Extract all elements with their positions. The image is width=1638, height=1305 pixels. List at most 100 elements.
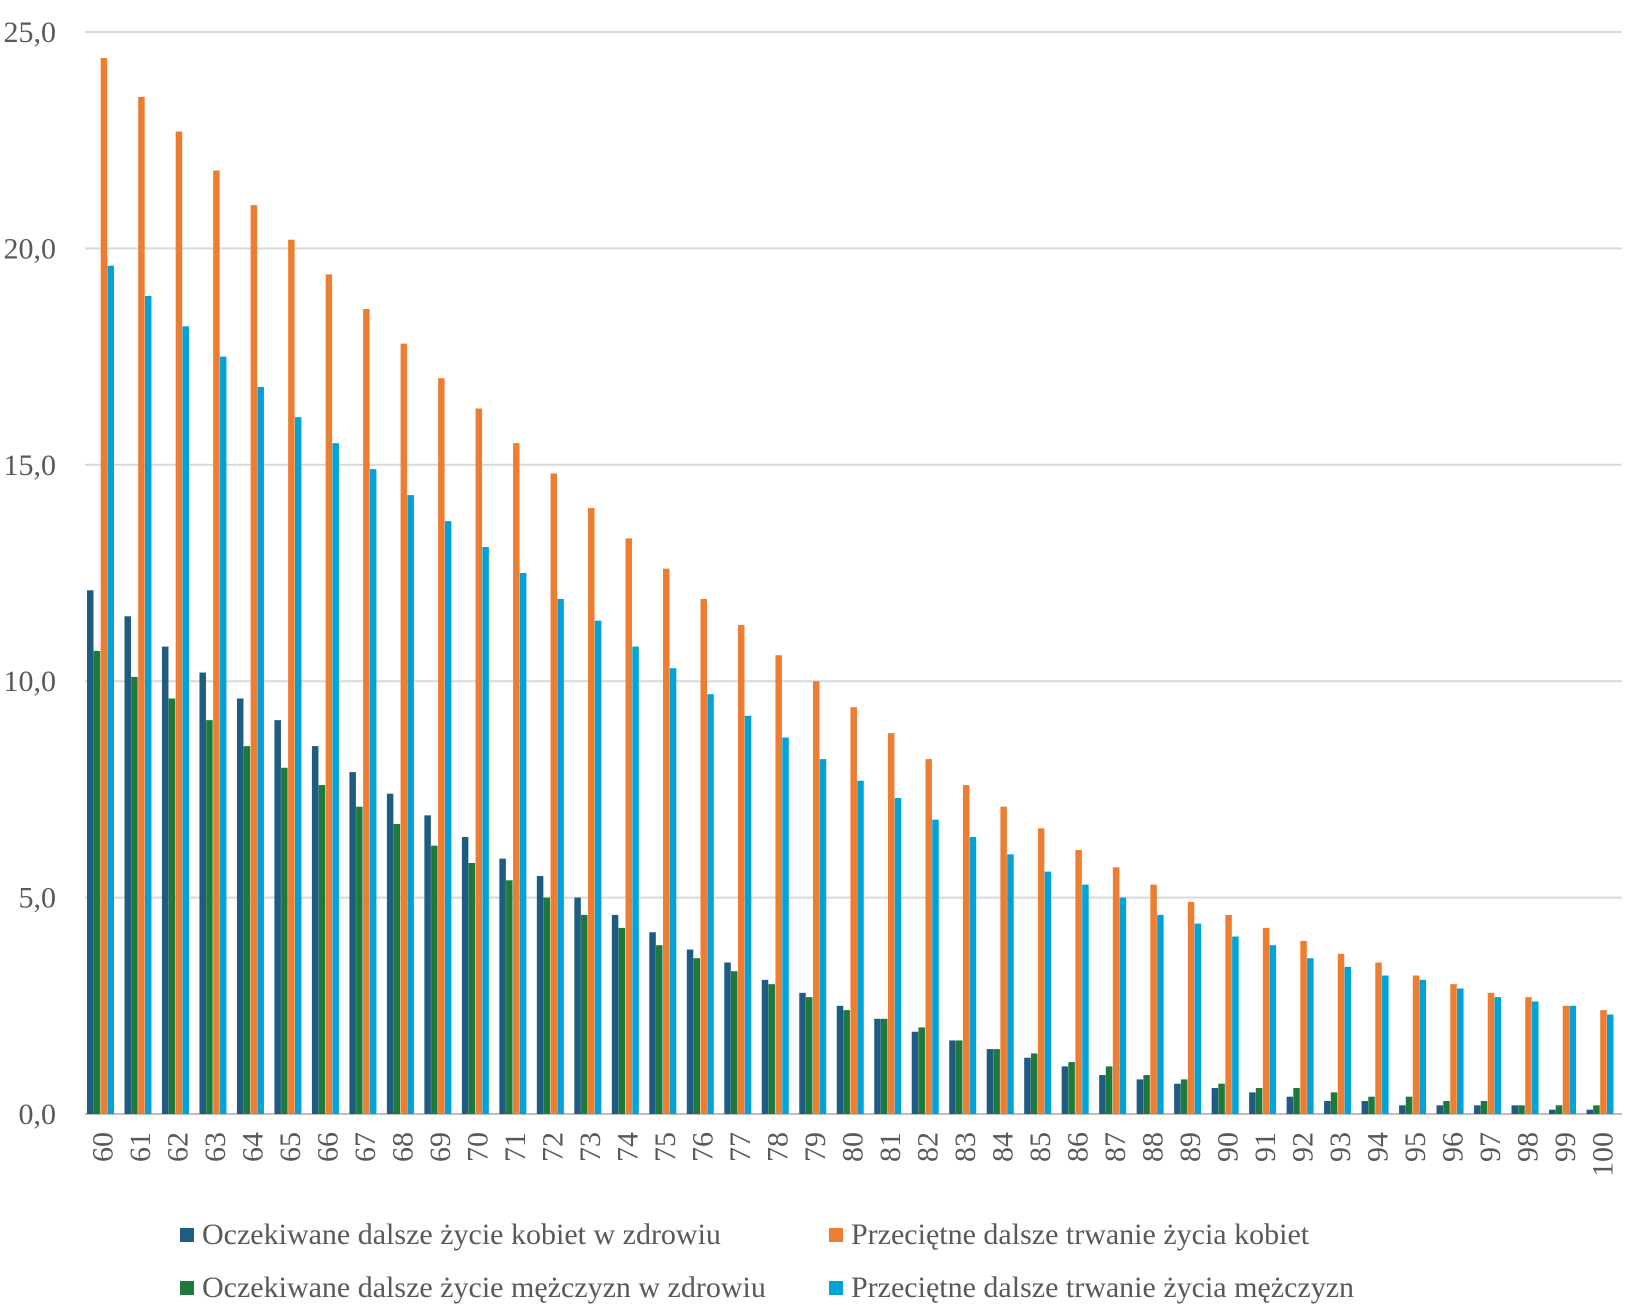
bar-series-1-89: [1174, 1083, 1181, 1114]
bar-series-4-76: [707, 694, 714, 1114]
bar-series-3-93: [1337, 953, 1345, 1114]
bar-series-2-99: [1555, 1105, 1563, 1114]
bar-series-1-78: [761, 979, 769, 1114]
bar-series-4-62: [182, 326, 189, 1114]
x-tick-label: 93: [1324, 1132, 1357, 1162]
y-axis-tick-labels: 0,0 5,0 10,0 15,0 20,0 25,0: [4, 16, 57, 1131]
x-tick-label: 60: [87, 1132, 120, 1162]
x-tick-label: 81: [874, 1132, 907, 1162]
x-tick-label: 85: [1024, 1132, 1057, 1162]
x-tick-label: 68: [387, 1132, 420, 1162]
x-tick-label: 64: [237, 1132, 270, 1162]
bar-series-4-65: [294, 417, 302, 1114]
bar-series-2-70: [468, 862, 476, 1114]
y-tick-label: 10,0: [4, 665, 57, 698]
bar-series-1-73: [574, 897, 581, 1114]
bar-series-1-99: [1549, 1109, 1556, 1114]
bar-series-2-84: [993, 1049, 1000, 1114]
x-tick-label: 76: [687, 1132, 720, 1162]
bar-series-2-80: [843, 1010, 850, 1114]
bar-series-3-63: [213, 170, 220, 1114]
x-tick-label: 86: [1061, 1132, 1094, 1162]
x-tick-label: 83: [949, 1132, 982, 1162]
bar-series-4-61: [144, 296, 152, 1114]
bar-series-3-74: [625, 538, 633, 1114]
bar-series-2-67: [356, 806, 363, 1114]
x-tick-label: 61: [124, 1132, 157, 1162]
y-tick-label: 15,0: [4, 449, 57, 482]
bar-series-1-67: [349, 772, 356, 1114]
bar-series-2-81: [880, 1018, 888, 1114]
bar-series-3-64: [250, 205, 258, 1114]
bar-series-4-86: [1082, 884, 1089, 1114]
x-tick-label: 97: [1474, 1132, 1507, 1162]
bar-series-3-67: [363, 308, 370, 1114]
bar-series-4-94: [1382, 975, 1389, 1114]
bar-series-1-61: [124, 616, 131, 1114]
bar-series-4-74: [632, 646, 639, 1114]
bar-series-3-66: [325, 274, 333, 1114]
bar-series-2-97: [1480, 1101, 1488, 1114]
bar-series-1-98: [1511, 1105, 1519, 1114]
bar-series-4-72: [557, 598, 564, 1114]
bar-series-2-74: [618, 927, 626, 1114]
bar-series-1-75: [649, 932, 656, 1114]
bar-series-3-78: [775, 655, 782, 1114]
bar-series-3-71: [513, 443, 520, 1114]
x-tick-label: 95: [1399, 1132, 1432, 1162]
x-tick-label: 74: [612, 1132, 645, 1162]
bar-series-1-68: [386, 793, 394, 1114]
bar-series-3-85: [1037, 828, 1045, 1114]
bar-series-3-61: [138, 96, 145, 1115]
bar-series-4-67: [369, 469, 377, 1114]
bar-series-3-100: [1600, 1010, 1607, 1114]
bar-series-2-62: [168, 698, 176, 1114]
bar-series-2-73: [581, 914, 588, 1114]
bar-series-1-94: [1361, 1101, 1369, 1114]
bar-series-1-90: [1211, 1088, 1219, 1114]
bar-series-2-60: [93, 650, 101, 1114]
x-tick-label: 62: [162, 1132, 195, 1162]
x-tick-label: 84: [986, 1132, 1019, 1162]
bar-series-2-85: [1030, 1053, 1038, 1114]
x-tick-label: 80: [837, 1132, 870, 1162]
bar-series-2-92: [1293, 1088, 1300, 1114]
bar-series-3-62: [175, 131, 183, 1115]
x-tick-label: 70: [462, 1132, 495, 1162]
bar-series-4-79: [819, 759, 827, 1114]
bar-series-3-80: [850, 707, 857, 1114]
x-tick-label: 99: [1549, 1132, 1582, 1162]
bar-series-1-82: [911, 1031, 919, 1114]
bar-series-4-99: [1569, 1005, 1577, 1114]
bar-series-3-60: [100, 57, 108, 1115]
bar-series-1-95: [1399, 1105, 1406, 1114]
bar-series-4-66: [332, 443, 339, 1114]
bar-series-3-86: [1075, 849, 1082, 1114]
bar-series-1-70: [461, 837, 469, 1114]
bar-series-1-85: [1024, 1057, 1031, 1114]
bar-series-2-72: [543, 897, 551, 1114]
bar-series-4-78: [782, 737, 789, 1114]
x-tick-label: 63: [199, 1132, 232, 1162]
bar-series-3-76: [700, 598, 707, 1114]
bar-series-3-88: [1150, 884, 1157, 1114]
x-tick-label: 88: [1136, 1132, 1169, 1162]
bar-series-3-65: [288, 239, 295, 1115]
bar-series-2-77: [730, 971, 738, 1114]
bar-series-4-100: [1607, 1014, 1614, 1114]
x-tick-label: 87: [1099, 1132, 1132, 1162]
bar-series-4-69: [444, 521, 452, 1114]
y-tick-label: 5,0: [19, 882, 57, 915]
bar-series-4-80: [857, 780, 864, 1114]
x-tick-label: 94: [1361, 1132, 1394, 1162]
bar-series-3-87: [1112, 867, 1120, 1114]
bar-series-1-96: [1436, 1105, 1444, 1114]
bar-series-1-100: [1586, 1109, 1594, 1114]
bar-series-2-63: [206, 720, 213, 1114]
bar-series-2-78: [768, 984, 775, 1114]
bar-series-2-96: [1443, 1101, 1450, 1114]
bar-series-3-97: [1487, 992, 1495, 1114]
bar-series-1-65: [274, 720, 281, 1114]
bar-series-4-81: [894, 798, 902, 1114]
